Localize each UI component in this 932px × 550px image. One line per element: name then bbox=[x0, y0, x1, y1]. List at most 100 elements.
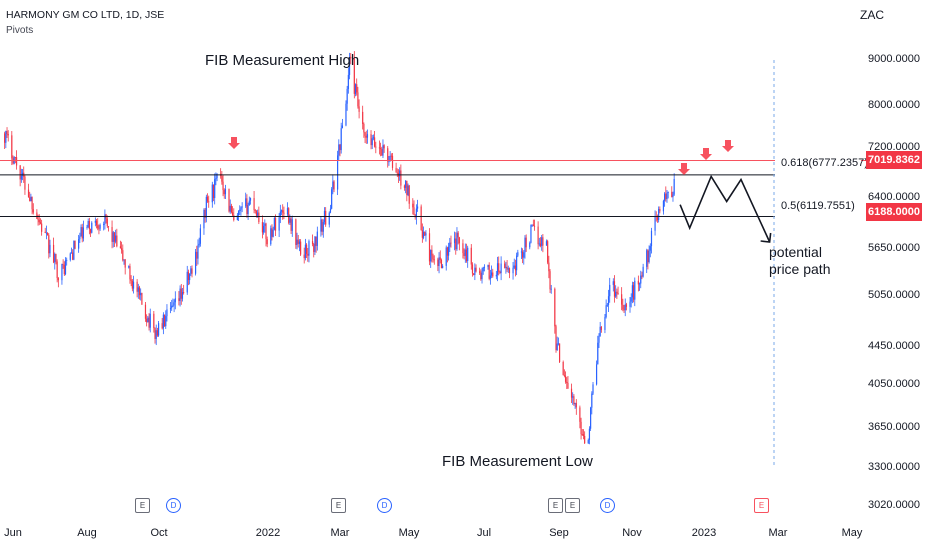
candle-body bbox=[190, 268, 192, 274]
candle-body bbox=[567, 382, 569, 389]
candle-body bbox=[221, 176, 223, 182]
candle-body bbox=[99, 224, 101, 229]
candle-body bbox=[353, 58, 355, 94]
potential-path-annotation: potential price path bbox=[769, 244, 831, 277]
candle-body bbox=[223, 190, 225, 195]
candle-body bbox=[405, 180, 407, 188]
earnings-event-icon[interactable]: E bbox=[565, 498, 580, 513]
y-tick: 4450.0000 bbox=[868, 340, 920, 352]
candle-body bbox=[437, 259, 439, 267]
candle-body bbox=[637, 280, 639, 285]
candle-body bbox=[556, 343, 558, 351]
candle-body bbox=[615, 291, 617, 297]
candle-body bbox=[496, 263, 499, 275]
candle-body bbox=[4, 133, 6, 143]
candle-body bbox=[524, 237, 526, 253]
symbol-title[interactable]: HARMONY GM CO LTD, 1D, JSE bbox=[6, 9, 165, 21]
candle-body bbox=[350, 56, 352, 59]
candle-body bbox=[271, 228, 273, 237]
candle-body bbox=[432, 255, 434, 260]
candle-body bbox=[286, 208, 289, 215]
dividend-event-icon[interactable]: D bbox=[166, 498, 181, 513]
candle-body bbox=[453, 238, 456, 244]
indicator-label[interactable]: Pivots bbox=[6, 25, 34, 36]
candle-body bbox=[206, 196, 209, 202]
candle-body bbox=[624, 304, 626, 311]
candle-body bbox=[300, 241, 302, 255]
candle-body bbox=[73, 240, 75, 260]
down-arrow-icon bbox=[700, 148, 712, 160]
candle-body bbox=[119, 246, 122, 249]
earnings-event-icon[interactable]: E bbox=[135, 498, 150, 513]
candle-body bbox=[564, 375, 567, 382]
candle-body bbox=[165, 316, 167, 327]
y-tick: 3300.0000 bbox=[868, 461, 920, 473]
candle-body bbox=[280, 210, 283, 212]
candle-body bbox=[566, 381, 568, 383]
candle-body bbox=[79, 236, 81, 240]
candle-body bbox=[19, 165, 21, 180]
candle-body bbox=[66, 259, 68, 261]
candle-body bbox=[638, 283, 641, 285]
candle-body bbox=[341, 125, 343, 129]
candle-body bbox=[111, 227, 113, 242]
candle-body bbox=[87, 220, 89, 228]
candle-body bbox=[362, 111, 364, 124]
earnings-event-icon[interactable]: E bbox=[331, 498, 346, 513]
candle-body bbox=[399, 170, 401, 177]
future-earnings-event-icon[interactable]: E bbox=[754, 498, 769, 513]
candle-body bbox=[80, 227, 82, 237]
candle-body bbox=[72, 252, 74, 260]
candle-body bbox=[473, 273, 475, 275]
candle-body bbox=[446, 247, 449, 256]
candle-body bbox=[204, 209, 206, 218]
candle-body bbox=[189, 273, 191, 281]
candle-body bbox=[580, 421, 582, 434]
candle-body bbox=[263, 225, 265, 233]
candle-body bbox=[45, 232, 48, 234]
candle-body bbox=[104, 214, 106, 224]
candle-body bbox=[634, 280, 636, 300]
candle-body bbox=[424, 231, 426, 236]
candle-body bbox=[229, 205, 231, 212]
candle-body bbox=[521, 251, 524, 258]
candle-body bbox=[196, 251, 198, 259]
candle-body bbox=[442, 265, 444, 269]
candle-body bbox=[474, 267, 476, 275]
dividend-event-icon[interactable]: D bbox=[377, 498, 392, 513]
projection-path-line bbox=[679, 174, 771, 243]
candle-body bbox=[290, 218, 292, 231]
candle-body bbox=[116, 235, 118, 247]
candle-body bbox=[279, 211, 281, 218]
x-tick: Nov bbox=[622, 527, 642, 539]
candle-body bbox=[62, 263, 64, 265]
candle-body bbox=[579, 407, 581, 422]
candle-body bbox=[180, 288, 182, 299]
candle-body bbox=[415, 208, 417, 218]
candle-body bbox=[592, 384, 594, 394]
candle-body bbox=[671, 191, 673, 198]
candle-body bbox=[390, 155, 392, 157]
candle-body bbox=[542, 237, 544, 246]
x-tick: Aug bbox=[77, 527, 97, 539]
candle-body bbox=[298, 241, 301, 244]
candle-body bbox=[348, 56, 351, 75]
candle-body bbox=[622, 304, 624, 310]
earnings-event-icon[interactable]: E bbox=[548, 498, 563, 513]
candle-body bbox=[346, 88, 348, 104]
candle-body bbox=[307, 253, 309, 256]
y-tick: 6400.0000 bbox=[868, 191, 920, 203]
candle-body bbox=[329, 208, 332, 213]
candle-body bbox=[21, 172, 24, 176]
candle-body bbox=[514, 265, 517, 271]
candle-body bbox=[629, 301, 631, 307]
candle-body bbox=[255, 210, 258, 216]
y-tick: 3650.0000 bbox=[868, 421, 920, 433]
candle-body bbox=[265, 223, 267, 240]
candle-body bbox=[239, 209, 241, 212]
candle-body bbox=[420, 206, 422, 231]
candle-body bbox=[258, 212, 260, 223]
candle-body bbox=[88, 220, 90, 230]
dividend-event-icon[interactable]: D bbox=[600, 498, 615, 513]
